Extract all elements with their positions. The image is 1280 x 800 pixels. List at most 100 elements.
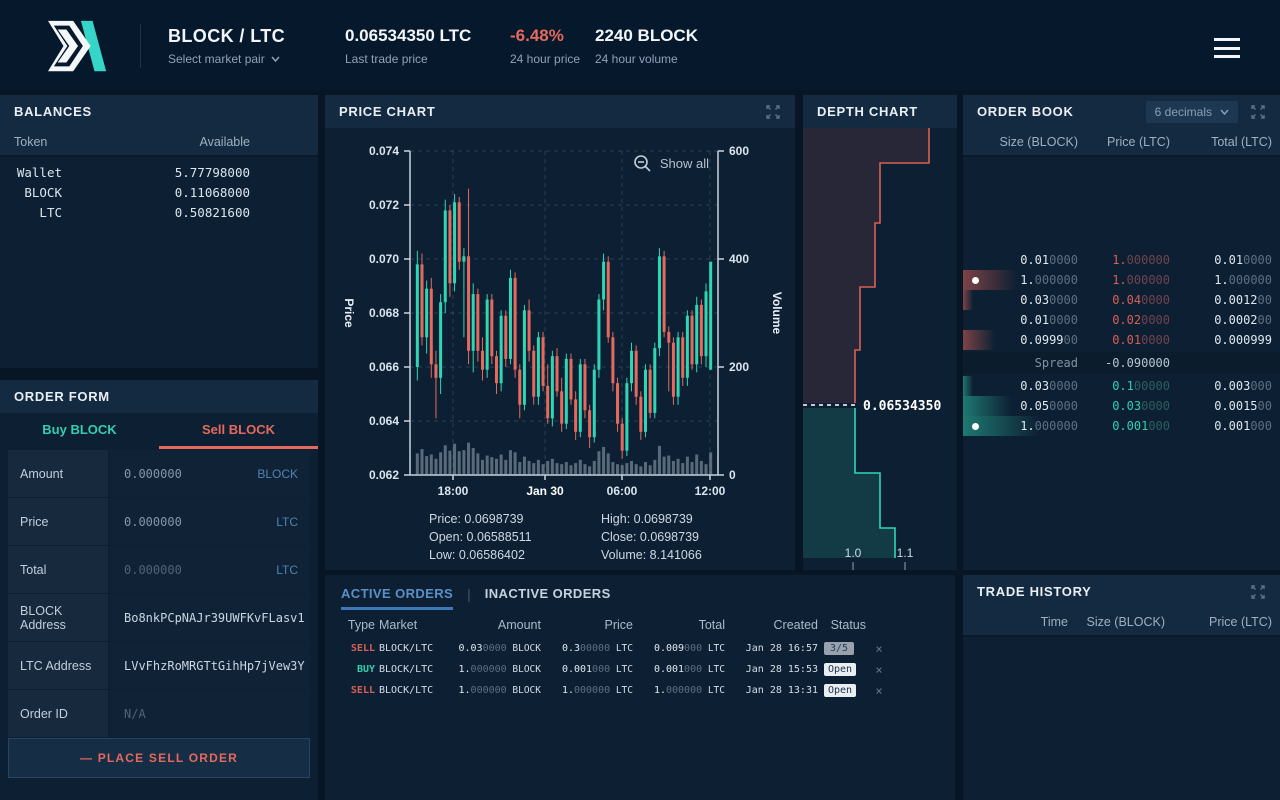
balance-token: BLOCK [24, 185, 62, 200]
status-badge: Open [824, 663, 857, 676]
depth-size-bar [963, 270, 1017, 290]
order-market: BLOCK/LTC [379, 643, 434, 654]
expand-icon[interactable] [1250, 104, 1266, 120]
value-trailing: 000 [684, 643, 703, 654]
field-input[interactable]: N/A [110, 690, 310, 737]
sell-tab[interactable]: Sell BLOCK [159, 413, 318, 449]
order-book-ask-row[interactable]: 0.099900 0.010000 0.000999 [963, 330, 1280, 350]
place-sell-order-button[interactable]: — PLACE SELL ORDER [8, 738, 310, 778]
order-type: SELL [350, 643, 375, 654]
order-row: BUY BLOCK/LTC 1.000000 BLOCK 0.001000 LTC 0.… [325, 659, 955, 680]
field-label: BLOCK Address [8, 594, 108, 641]
order-book-ask-row[interactable]: 0.030000 0.040000 0.001200 [963, 290, 1280, 310]
value-trailing: 000000 [1126, 273, 1170, 287]
price-chart-panel: PRICE CHART 0.074 0.072 0.070 0.068 0.066 0.0… [325, 95, 795, 570]
field-input[interactable]: LVvFhzRoMRGTtGihHp7jVew3Y [110, 642, 310, 689]
stat-item: Open: 0.06588511 [429, 530, 532, 544]
status-badge: 3/5 [824, 642, 854, 655]
field-input[interactable]: 0.000000 LTC [110, 546, 310, 593]
svg-text:0.070: 0.070 [369, 252, 399, 266]
value-significant: 0.001 [1112, 419, 1149, 433]
order-book-bid-row[interactable]: 0.050000 0.030000 0.001500 [963, 396, 1280, 416]
cancel-order-icon[interactable]: × [875, 683, 883, 698]
expand-icon[interactable] [1250, 584, 1266, 600]
ob-cell: 0.001500 [1170, 399, 1272, 413]
tab-active-orders[interactable]: ACTIVE ORDERS [341, 578, 454, 610]
value-trailing: 0000 [482, 643, 507, 654]
balances-title: BALANCES [14, 104, 92, 119]
order-form-fields: Amount 0.000000 BLOCK Price 0.000000 LTC Total… [0, 450, 318, 737]
balance-available: 5.77798000 [174, 165, 250, 180]
depth-chart-panel: DEPTH CHART 0.06534350 1.0 1.1 [803, 95, 957, 570]
svg-text:600: 600 [729, 144, 749, 158]
order-type: SELL [350, 685, 375, 696]
volume-24h-stat: 2240 BLOCK 24 hour volume [595, 26, 698, 66]
balance-token: Wallet [16, 165, 62, 180]
order-price: 1.000000 LTC [541, 685, 633, 696]
svg-text:12:00: 12:00 [695, 484, 726, 498]
expand-icon[interactable] [765, 104, 781, 120]
chevron-down-icon [1220, 109, 1229, 115]
value-trailing: 000000 [1126, 253, 1170, 267]
order-market: BLOCK/LTC [379, 664, 434, 675]
ob-cell: 0.030000 [963, 379, 1078, 393]
field-label: Amount [8, 450, 108, 497]
depth-size-bar [963, 330, 995, 350]
value-trailing: 000 [1250, 379, 1272, 393]
stat-item: Price: 0.0698739 [429, 512, 524, 526]
decimals-select[interactable]: 6 decimals [1145, 100, 1238, 123]
field-input[interactable]: 0.000000 BLOCK [110, 450, 310, 497]
value-trailing: 0000 [1141, 313, 1170, 327]
order-book-ask-row[interactable]: 0.010000 0.020000 0.000200 [963, 310, 1280, 330]
ob-col-price: Price (LTC) [1107, 134, 1170, 149]
value-trailing: 0000 [1049, 313, 1078, 327]
tab-inactive-orders[interactable]: INACTIVE ORDERS [484, 585, 611, 601]
divider [140, 24, 141, 68]
chevron-down-icon [271, 56, 280, 62]
order-total: 0.001000 LTC [633, 664, 725, 675]
buy-tab[interactable]: Buy BLOCK [42, 422, 117, 437]
ob-cell: 0.050000 [963, 399, 1078, 413]
show-all-button[interactable]: Show all [633, 154, 709, 173]
market-pair-title: BLOCK / LTC [168, 26, 286, 46]
value-significant: 0.001 [653, 664, 685, 675]
order-total: 1.000000 LTC [633, 685, 725, 696]
svg-text:1.0: 1.0 [845, 546, 862, 560]
blockdx-logo-icon [48, 20, 107, 72]
order-book-bid-row[interactable]: 0.030000 0.100000 0.003000 [963, 376, 1280, 396]
value-trailing: 000 [1148, 419, 1170, 433]
ob-cell: 1.000000 [963, 273, 1078, 287]
field-value: LVvFhzRoMRGTtGihHp7jVew3Y [124, 658, 305, 673]
field-input[interactable]: 0.000000 LTC [110, 498, 310, 545]
own-order-dot [972, 423, 979, 430]
last-trade-stat: 0.06534350 LTC Last trade price [345, 26, 472, 66]
last-trade-price: 0.06534350 LTC [345, 26, 472, 45]
order-book-panel: ORDER BOOK 6 decimals Size (BLOCK) Price… [963, 95, 1280, 570]
value-significant: 0.01 [1214, 253, 1244, 267]
trade-history-panel: TRADE HISTORY Time Size (BLOCK) Price (L… [963, 575, 1280, 800]
value-trailing: 0000 [1049, 379, 1078, 393]
svg-text:0.068: 0.068 [369, 306, 399, 320]
value-significant: 0.03 [458, 643, 483, 654]
ob-cell: 0.040000 [1078, 293, 1170, 307]
menu-icon[interactable] [1214, 38, 1240, 58]
value-significant: 0.01 [1112, 333, 1142, 347]
cancel-order-icon[interactable]: × [875, 662, 883, 677]
value-significant: 1. [653, 685, 666, 696]
order-book-bid-row[interactable]: 1.000000 0.001000 0.001000 [963, 416, 1280, 436]
orders-panel: ACTIVE ORDERS | INACTIVE ORDERS Type Mar… [325, 575, 955, 800]
order-book-ask-row[interactable]: 1.000000 1.000000 1.000000 [963, 270, 1280, 290]
ob-cell: 1.000000 [1170, 273, 1272, 287]
value-trailing: 000000 [573, 685, 611, 696]
order-amount: 1.000000 BLOCK [441, 685, 542, 696]
order-book-ask-row[interactable]: 0.010000 1.000000 0.010000 [963, 250, 1280, 270]
cancel-order-icon[interactable]: × [875, 641, 883, 656]
value-unit: BLOCK [506, 685, 541, 696]
market-pair-select[interactable]: Select market pair [168, 52, 285, 66]
value-significant: 1. [458, 664, 471, 675]
value-significant: 0.02 [1112, 313, 1142, 327]
orders-header-row: Type Market Amount Price Total Created S… [347, 618, 866, 632]
field-input[interactable]: Bo8nkPCpNAJr39UWFKvFLasv1 [110, 594, 310, 641]
depth-chart-svg: 0.06534350 1.0 1.1 [803, 128, 941, 570]
